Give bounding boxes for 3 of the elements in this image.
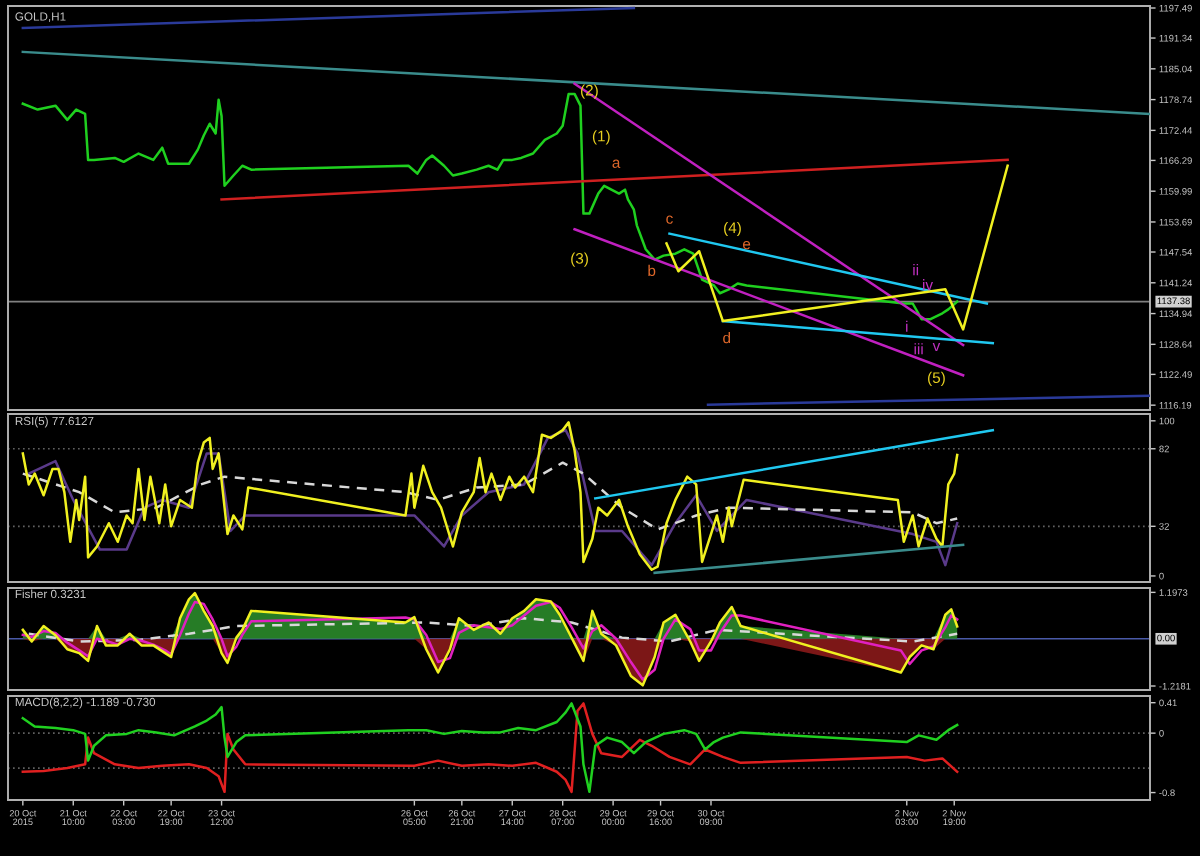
line-series: [27, 616, 959, 643]
line-series: [21, 461, 959, 531]
line-series: [665, 164, 1009, 331]
